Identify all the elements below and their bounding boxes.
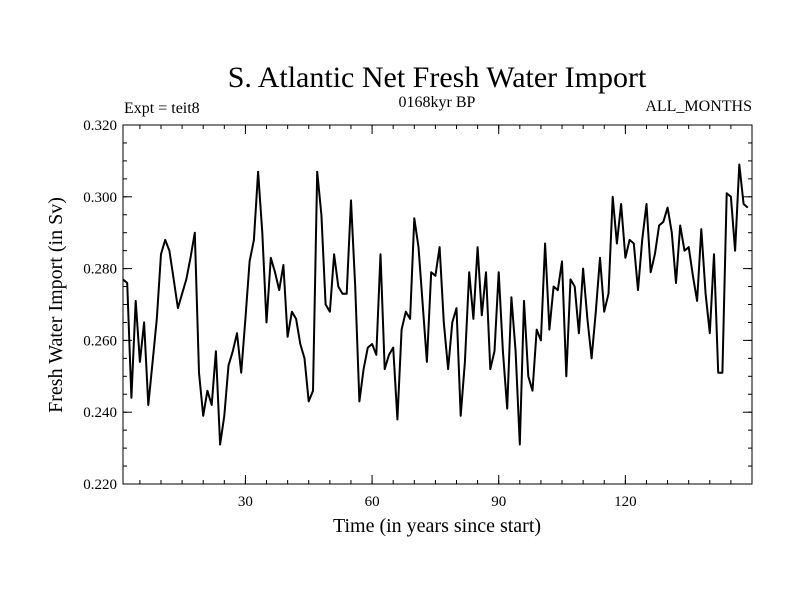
plot-frame xyxy=(122,124,753,485)
axes: 0.220 0.240 0.260 0.280 0.300 0.320 30 60 90 120 xyxy=(83,118,753,510)
y-tick-label: 0.220 xyxy=(83,477,117,493)
y-tick-label: 0.260 xyxy=(83,333,117,349)
y-tick-label: 0.320 xyxy=(83,118,117,134)
y-tick-label: 0.280 xyxy=(83,262,117,278)
chart-title: S. Atlantic Net Fresh Water Import xyxy=(228,61,647,94)
y-tick-label: 0.300 xyxy=(83,190,117,206)
subtitle-left: Expt = teit8 xyxy=(124,100,200,117)
x-axis-label: Time (in years since start) xyxy=(333,515,541,537)
x-tick-label: 60 xyxy=(365,494,380,510)
subtitle-center: 0168kyr BP xyxy=(399,94,476,111)
y-tick-label: 0.240 xyxy=(83,405,117,421)
x-tick-label: 90 xyxy=(491,494,506,510)
x-tick-label: 120 xyxy=(614,494,637,510)
x-tick-label: 30 xyxy=(238,494,253,510)
y-axis-label: Fresh Water Import (in Sv) xyxy=(45,197,67,413)
plot-area xyxy=(122,163,749,446)
subtitle-right: ALL_MONTHS xyxy=(645,98,752,115)
series-line xyxy=(122,163,749,446)
